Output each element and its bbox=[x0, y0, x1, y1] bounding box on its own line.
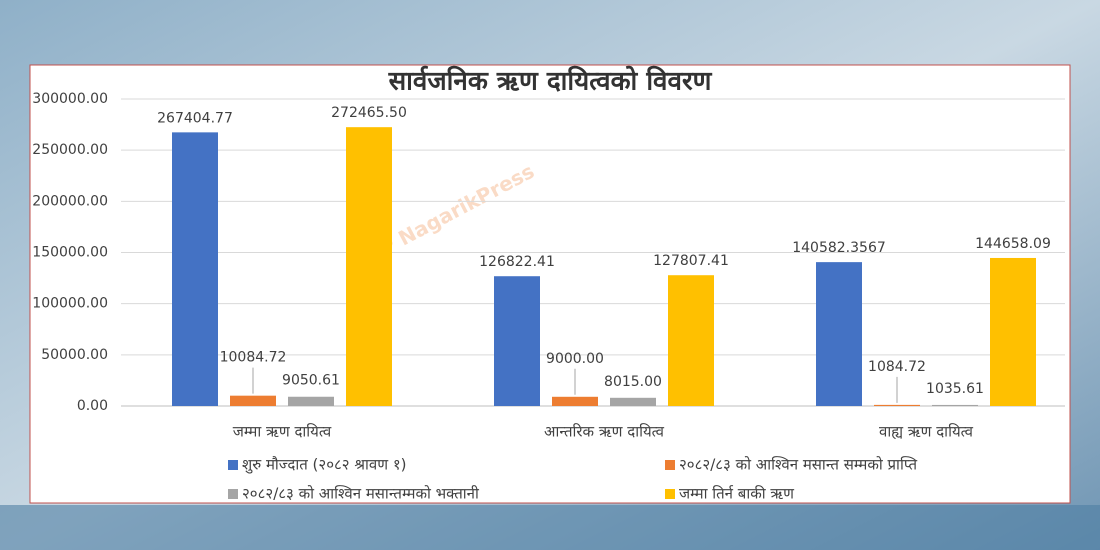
bar bbox=[552, 396, 598, 406]
y-tick-label: 0.00 bbox=[77, 398, 108, 414]
bar bbox=[990, 257, 1036, 406]
bar bbox=[346, 127, 392, 406]
x-tick-label: आन्तरिक ऋण दायित्व bbox=[544, 423, 665, 441]
legend-marker bbox=[665, 489, 675, 499]
legend-label: २०८२/८३ को आश्विन मसान्त सम्मको प्राप्ति bbox=[679, 456, 917, 474]
y-tick-label: 250000.00 bbox=[32, 142, 108, 158]
background-band bbox=[0, 505, 1100, 550]
data-label: 1035.61 bbox=[926, 381, 984, 397]
y-tick-label: 300000.00 bbox=[32, 91, 108, 107]
y-tick-label: 200000.00 bbox=[32, 193, 108, 209]
data-label: 9050.61 bbox=[282, 373, 340, 389]
data-label: 272465.50 bbox=[331, 105, 407, 121]
bar bbox=[172, 132, 218, 407]
data-label: 144658.09 bbox=[975, 236, 1051, 252]
legend-label: शुरु मौज्दात (२०८२ श्रावण १) bbox=[242, 456, 406, 475]
x-tick-label: जम्मा ऋण दायित्व bbox=[233, 423, 332, 441]
bar bbox=[230, 395, 276, 406]
chart-title: सार्वजनिक ऋण दायित्वको विवरण bbox=[388, 66, 713, 97]
data-label: 127807.41 bbox=[653, 253, 729, 269]
data-label: 126822.41 bbox=[479, 254, 555, 270]
bar bbox=[874, 404, 920, 406]
x-tick-label: वाह्य ऋण दायित्व bbox=[879, 423, 974, 441]
legend-label: २०८२/८३ को आश्विन मसान्तम्मको भक्तानी bbox=[242, 485, 480, 503]
legend-marker bbox=[228, 460, 238, 470]
data-label: 1084.72 bbox=[868, 359, 926, 375]
bar bbox=[932, 404, 978, 406]
data-label: 140582.3567 bbox=[792, 240, 886, 256]
bar bbox=[288, 396, 334, 406]
bar bbox=[494, 276, 540, 406]
bar bbox=[816, 262, 862, 406]
legend-label: जम्मा तिर्न बाकी ऋण bbox=[679, 485, 795, 503]
data-label: 10084.72 bbox=[220, 350, 287, 366]
bar bbox=[668, 275, 714, 406]
data-label: 8015.00 bbox=[604, 374, 662, 390]
y-tick-label: 50000.00 bbox=[41, 347, 108, 363]
y-tick-label: 150000.00 bbox=[32, 245, 108, 261]
legend-marker bbox=[665, 460, 675, 470]
bar bbox=[610, 397, 656, 406]
legend-marker bbox=[228, 489, 238, 499]
data-label: 267404.77 bbox=[157, 110, 233, 126]
y-tick-label: 100000.00 bbox=[32, 296, 108, 312]
plot: 0.00 50000.00 100000.00 150000.00 200000.00 2… bbox=[32, 91, 1065, 503]
data-label: 9000.00 bbox=[546, 351, 604, 367]
